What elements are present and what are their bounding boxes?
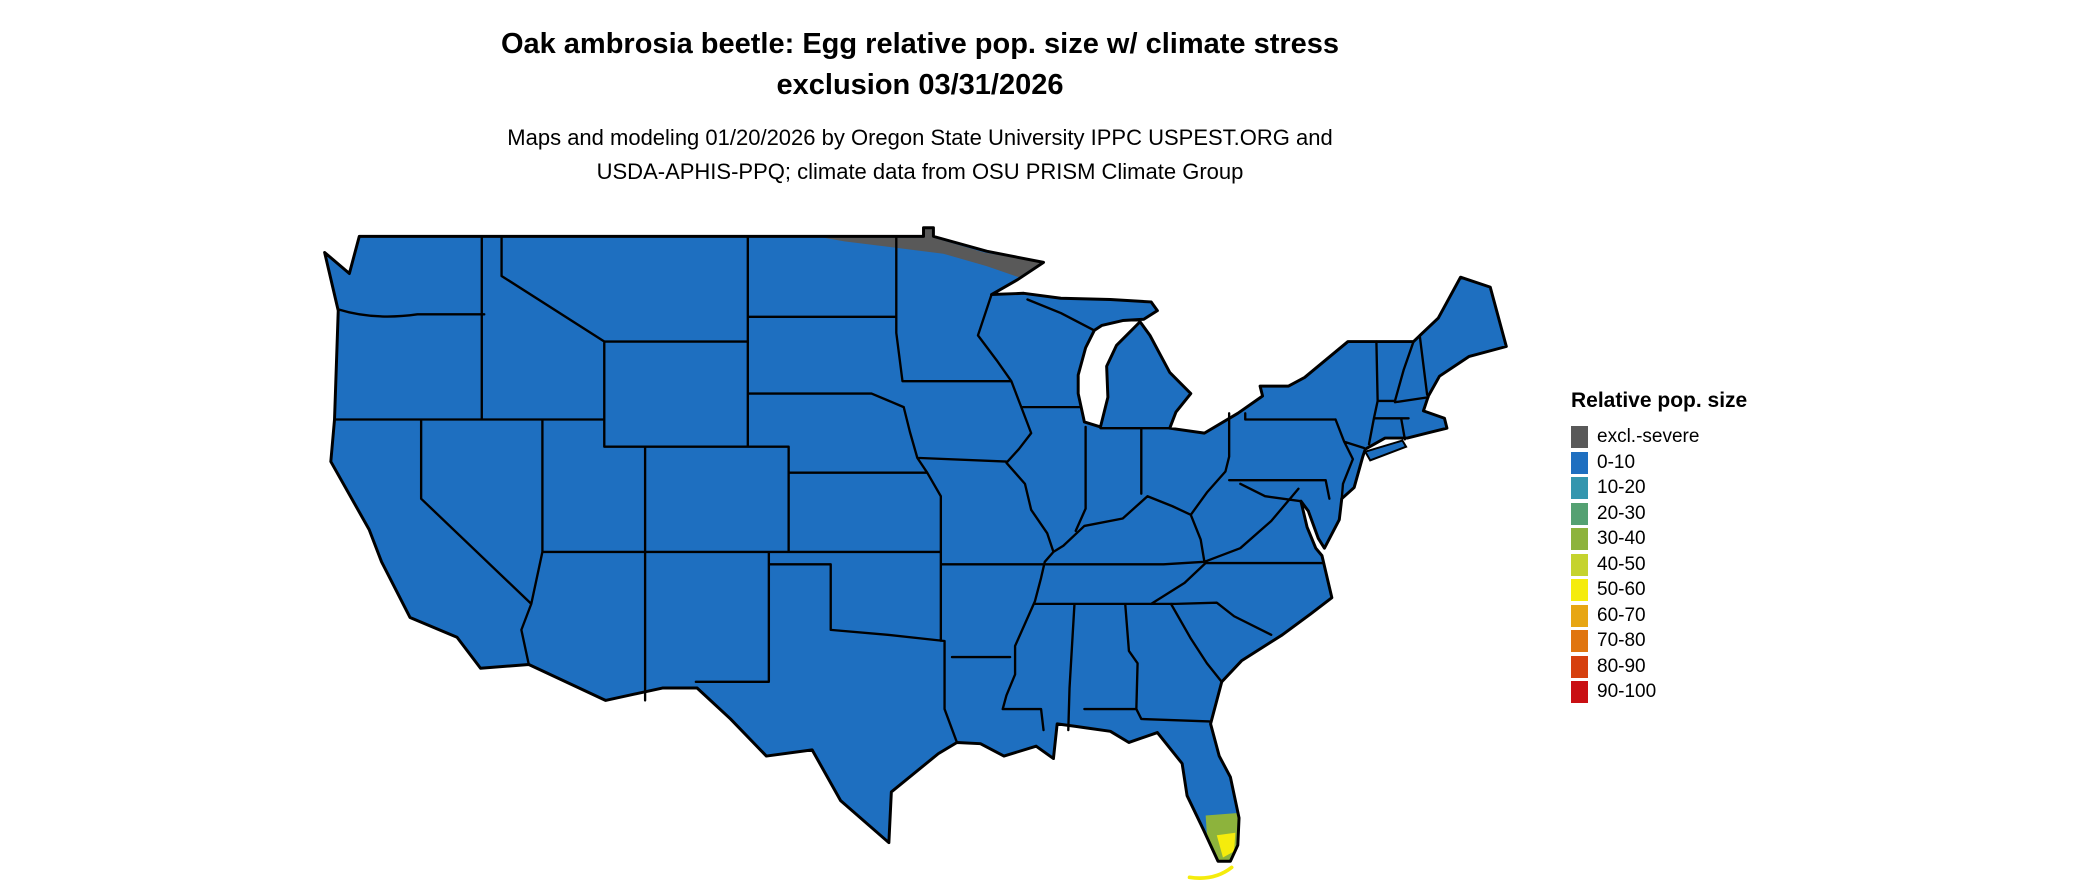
excl-severe-band xyxy=(823,228,1042,278)
legend-row: 30-40 xyxy=(1571,528,1747,550)
legend-swatch xyxy=(1571,451,1588,474)
legend-row: 90-100 xyxy=(1571,681,1747,703)
legend-label: 50-60 xyxy=(1597,579,1646,600)
legend-label: 80-90 xyxy=(1597,655,1646,677)
us-map xyxy=(323,226,1508,880)
legend-row: excl.-severe xyxy=(1571,426,1747,448)
legend-swatch xyxy=(1571,655,1588,678)
figure-title-line1: Oak ambrosia beetle: Egg relative pop. s… xyxy=(500,28,1340,60)
state-borders xyxy=(333,235,1440,744)
florida-keys-yellow-arc xyxy=(1187,865,1234,880)
legend-label: 20-30 xyxy=(1597,502,1646,524)
legend-row: 70-80 xyxy=(1571,630,1747,652)
figure-subtitle: Maps and modeling 01/20/2026 by Oregon S… xyxy=(0,121,1840,189)
legend-swatch xyxy=(1571,553,1588,576)
legend-swatch xyxy=(1571,426,1588,448)
figure-subtitle-line2: USDA-APHIS-PPQ; climate data from OSU PR… xyxy=(596,159,1244,184)
legend-label: 10-20 xyxy=(1597,477,1646,498)
figure-title-line2: exclusion 03/31/2026 xyxy=(776,69,1064,101)
legend-label: 30-40 xyxy=(1597,528,1646,549)
legend-label: 60-70 xyxy=(1597,604,1646,626)
legend-row: 80-90 xyxy=(1571,655,1747,678)
legend-row: 40-50 xyxy=(1571,553,1747,576)
figure-subtitle-line1: Maps and modeling 01/20/2026 by Oregon S… xyxy=(507,125,1333,150)
legend-label: 0-10 xyxy=(1597,451,1636,473)
legend-row: 10-20 xyxy=(1571,477,1747,499)
legend-label: 90-100 xyxy=(1597,681,1657,702)
legend-label: excl.-severe xyxy=(1597,426,1700,447)
map-legend: Relative pop. size excl.-severe 0-10 10-20… xyxy=(1571,389,1747,703)
legend-entries: excl.-severe 0-10 10-20 20-30 30-40 40-50 50-6… xyxy=(1571,426,1747,703)
legend-row: 0-10 xyxy=(1571,451,1747,474)
legend-swatch xyxy=(1571,579,1588,601)
legend-title: Relative pop. size xyxy=(1571,389,1748,412)
legend-row: 50-60 xyxy=(1571,579,1747,601)
legend-label: 70-80 xyxy=(1597,630,1646,651)
legend-swatch xyxy=(1571,477,1588,499)
figure-title: Oak ambrosia beetle: Egg relative pop. s… xyxy=(0,24,1840,106)
florida-tip-yellow-patch xyxy=(1216,832,1236,858)
long-island-shape xyxy=(1363,439,1408,462)
legend-swatch xyxy=(1571,528,1588,550)
legend-swatch xyxy=(1571,502,1588,525)
legend-label: 40-50 xyxy=(1597,553,1646,575)
legend-row: 60-70 xyxy=(1571,604,1747,627)
legend-row: 20-30 xyxy=(1571,502,1747,525)
legend-swatch xyxy=(1571,604,1588,627)
us-nation-fill xyxy=(324,227,1507,862)
legend-swatch xyxy=(1571,681,1588,703)
legend-swatch xyxy=(1571,630,1588,652)
